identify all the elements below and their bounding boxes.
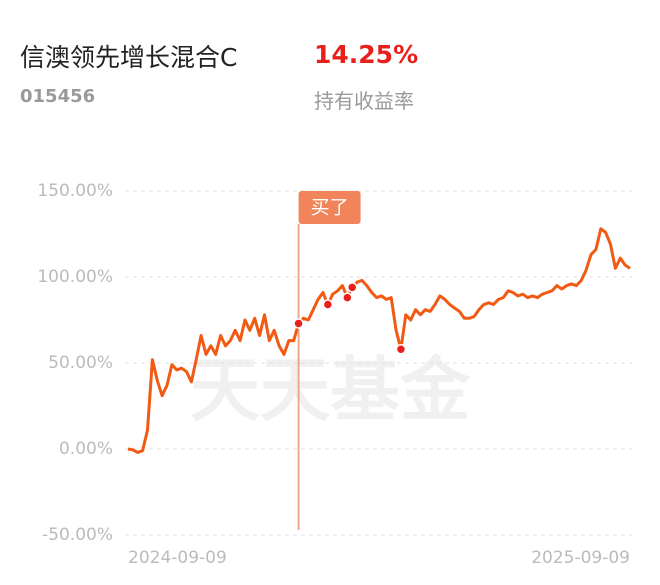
return-value: 14.25% [314, 40, 419, 69]
y-tick-label: 50.00% [48, 353, 113, 373]
y-tick-label: 100.00% [37, 267, 113, 287]
fund-name: 信澳领先增长混合C [20, 43, 238, 72]
return-label: 持有收益率 [314, 89, 414, 113]
y-tick-label: -50.00% [42, 525, 113, 545]
trade-dot [395, 343, 407, 355]
trade-dot [342, 292, 353, 303]
fund-code: 015456 [20, 86, 96, 107]
trade-dot [346, 282, 358, 293]
trade-dot [322, 299, 334, 310]
y-tick-label: 0.00% [59, 439, 113, 459]
watermark: 天天基金 [190, 349, 471, 431]
y-tick-label: 150.00% [37, 181, 113, 201]
x-tick-label: 2024-09-09 [128, 548, 227, 568]
x-tick-label: 2025-09-09 [531, 548, 630, 568]
trade-dot [293, 318, 304, 329]
line [127, 227, 631, 454]
buy-label: 买了 [311, 197, 349, 219]
buy-tag [298, 191, 361, 224]
